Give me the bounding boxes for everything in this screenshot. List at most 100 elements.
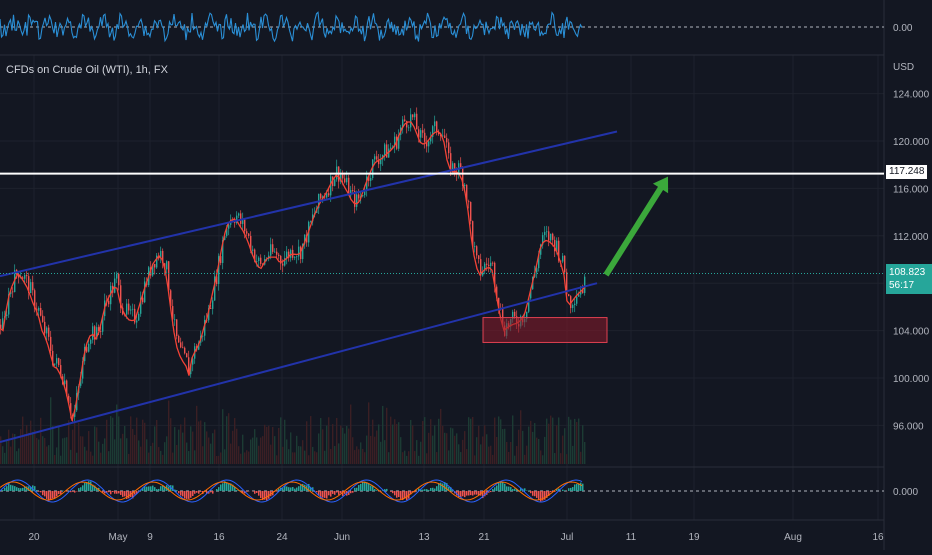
volume-bar	[382, 406, 383, 464]
histogram-bar	[194, 491, 196, 494]
histogram-bar	[564, 490, 566, 491]
volume-bar	[414, 451, 415, 464]
histogram-bar	[20, 488, 22, 491]
volume-bar	[242, 435, 243, 464]
histogram-bar	[328, 491, 330, 495]
histogram-bar	[464, 491, 466, 497]
volume-bar	[10, 447, 11, 464]
volume-bar	[90, 452, 91, 464]
y-tick-label: 104.000	[893, 327, 930, 338]
volume-bar	[402, 452, 403, 464]
x-tick-label: 13	[418, 532, 430, 543]
volume-bar	[36, 438, 37, 464]
histogram-bar	[158, 489, 160, 491]
histogram-bar	[350, 491, 352, 493]
candle-body	[132, 309, 133, 310]
histogram-bar	[162, 486, 164, 491]
histogram-bar	[122, 491, 124, 497]
candle-body	[184, 348, 185, 354]
histogram-bar	[14, 486, 16, 491]
histogram-bar	[46, 491, 48, 499]
volume-bar	[260, 438, 261, 464]
volume-bar	[374, 437, 375, 464]
candle-body	[40, 308, 41, 316]
volume-bar	[78, 423, 79, 464]
volume-bar	[280, 417, 281, 464]
histogram-bar	[222, 483, 224, 491]
candle-body	[358, 194, 359, 198]
histogram-bar	[228, 484, 230, 491]
candle-body	[446, 138, 447, 142]
histogram-bar	[296, 488, 298, 491]
histogram-bar	[426, 489, 428, 491]
volume-bar	[398, 422, 399, 464]
volume-bar	[188, 451, 189, 464]
histogram-bar	[528, 490, 530, 491]
candle-body	[270, 244, 271, 255]
volume-bar	[564, 428, 565, 464]
candle-body	[550, 234, 551, 241]
candle-body	[436, 121, 437, 132]
histogram-bar	[286, 486, 288, 491]
volume-bar	[560, 453, 561, 464]
histogram-bar	[394, 491, 396, 495]
candle-body	[130, 309, 131, 310]
candle-body	[244, 220, 245, 232]
candle-body	[108, 301, 109, 304]
histogram-bar	[434, 489, 436, 491]
volume-bar	[104, 438, 105, 464]
y-tick-label: 124.000	[893, 90, 930, 101]
volume-bar	[106, 420, 107, 464]
histogram-bar	[496, 485, 498, 491]
volume-bar	[346, 426, 347, 464]
volume-bar	[506, 442, 507, 464]
volume-bar	[246, 450, 247, 464]
volume-bar	[216, 456, 217, 464]
histogram-bar	[582, 484, 584, 491]
candle-body	[298, 247, 299, 257]
volume-bar	[240, 454, 241, 464]
volume-bar	[44, 438, 45, 464]
histogram-bar	[396, 491, 398, 498]
volume-bar	[6, 440, 7, 464]
histogram-bar	[324, 491, 326, 498]
volume-bar	[272, 427, 273, 464]
volume-bar	[292, 452, 293, 464]
volume-bar	[86, 451, 87, 464]
candle-body	[48, 328, 49, 337]
histogram-bar	[72, 491, 74, 492]
volume-bar	[332, 424, 333, 464]
volume-bar	[30, 421, 31, 464]
histogram-bar	[178, 491, 180, 493]
histogram-bar	[536, 491, 538, 498]
candle-body	[38, 308, 39, 311]
candle-body	[6, 315, 7, 316]
volume-bar	[40, 418, 41, 464]
volume-bar	[46, 447, 47, 464]
currency-label: USD	[893, 62, 914, 73]
volume-bar	[62, 438, 63, 464]
histogram-bar	[74, 491, 76, 493]
candle-body	[576, 297, 577, 304]
candle-body	[320, 194, 321, 199]
volume-bar	[128, 454, 129, 464]
histogram-bar	[56, 491, 58, 496]
candle-body	[294, 257, 295, 258]
candle-body	[50, 337, 51, 351]
candle-body	[24, 275, 25, 279]
histogram-bar	[474, 491, 476, 495]
volume-bar	[578, 419, 579, 464]
candle-body	[384, 144, 385, 155]
volume-bar	[482, 436, 483, 464]
histogram-bar	[200, 491, 202, 492]
volume-bar	[484, 425, 485, 464]
candle-body	[46, 328, 47, 334]
histogram-bar	[436, 486, 438, 491]
candle-body	[30, 282, 31, 293]
volume-bar	[244, 452, 245, 464]
candle-body	[374, 156, 375, 159]
candle-body	[434, 121, 435, 126]
volume-bar	[364, 452, 365, 464]
